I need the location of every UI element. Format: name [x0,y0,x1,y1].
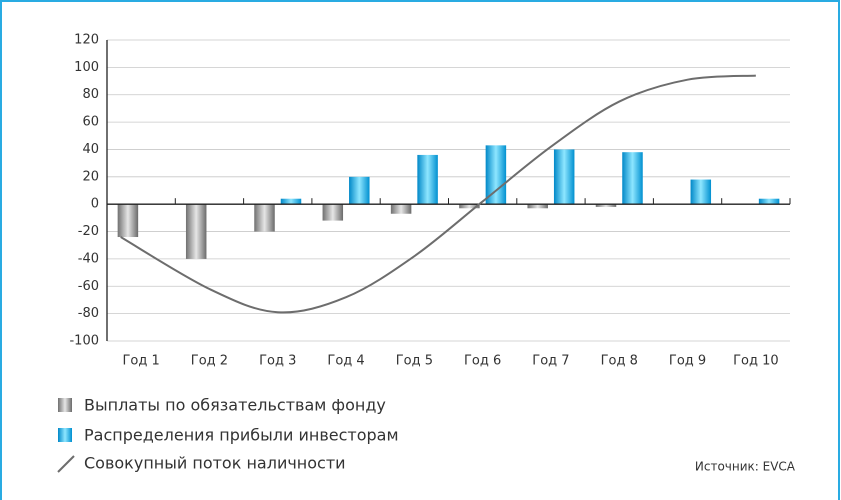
bar [185,204,207,259]
bar [390,204,412,214]
bar [622,152,643,205]
x-tick-label: Год 10 [733,354,779,369]
y-tick-label: -100 [69,334,99,349]
y-tick-label: 80 [82,87,99,102]
x-tick-label: Год 2 [191,354,228,369]
x-tick-label: Год 8 [601,354,638,369]
bar [417,154,438,205]
legend-label: Совокупный поток наличности [84,454,346,473]
bar [553,149,575,205]
x-tick-label: Год 9 [669,354,706,369]
bar [758,198,780,205]
x-tick-label: Год 5 [396,354,433,369]
legend-swatch [58,398,72,412]
x-tick-label: Год 6 [464,354,501,369]
bar [595,204,617,207]
source-note: Источник: EVCA [695,460,796,474]
y-tick-label: 120 [74,33,99,48]
x-tick-label: Год 1 [123,354,160,369]
legend-label: Выплаты по обязательствам фонду [84,396,386,415]
bar [690,179,712,205]
x-tick-label: Год 4 [327,354,364,369]
y-tick-label: -60 [78,279,99,294]
legend-label: Распределения прибыли инвесторам [84,426,399,445]
legend-swatch [58,428,72,442]
bar [349,176,370,205]
y-tick-label: 0 [91,197,99,212]
bar [485,145,507,205]
y-tick-label: -20 [78,224,99,239]
bar [280,198,302,205]
x-tick-label: Год 3 [259,354,296,369]
y-tick-label: -80 [78,306,99,321]
y-tick-label: 40 [82,142,99,157]
y-tick-label: 60 [82,115,99,130]
cumulative-line [120,74,756,314]
bar [322,204,344,221]
bar [117,204,139,238]
y-tick-label: 100 [74,60,99,75]
y-tick-label: 20 [82,169,99,184]
bar [254,204,275,232]
y-tick-label: -40 [78,251,99,266]
bar [459,204,480,209]
bar [527,204,548,209]
legend-swatch [57,455,75,473]
x-tick-label: Год 7 [532,354,569,369]
